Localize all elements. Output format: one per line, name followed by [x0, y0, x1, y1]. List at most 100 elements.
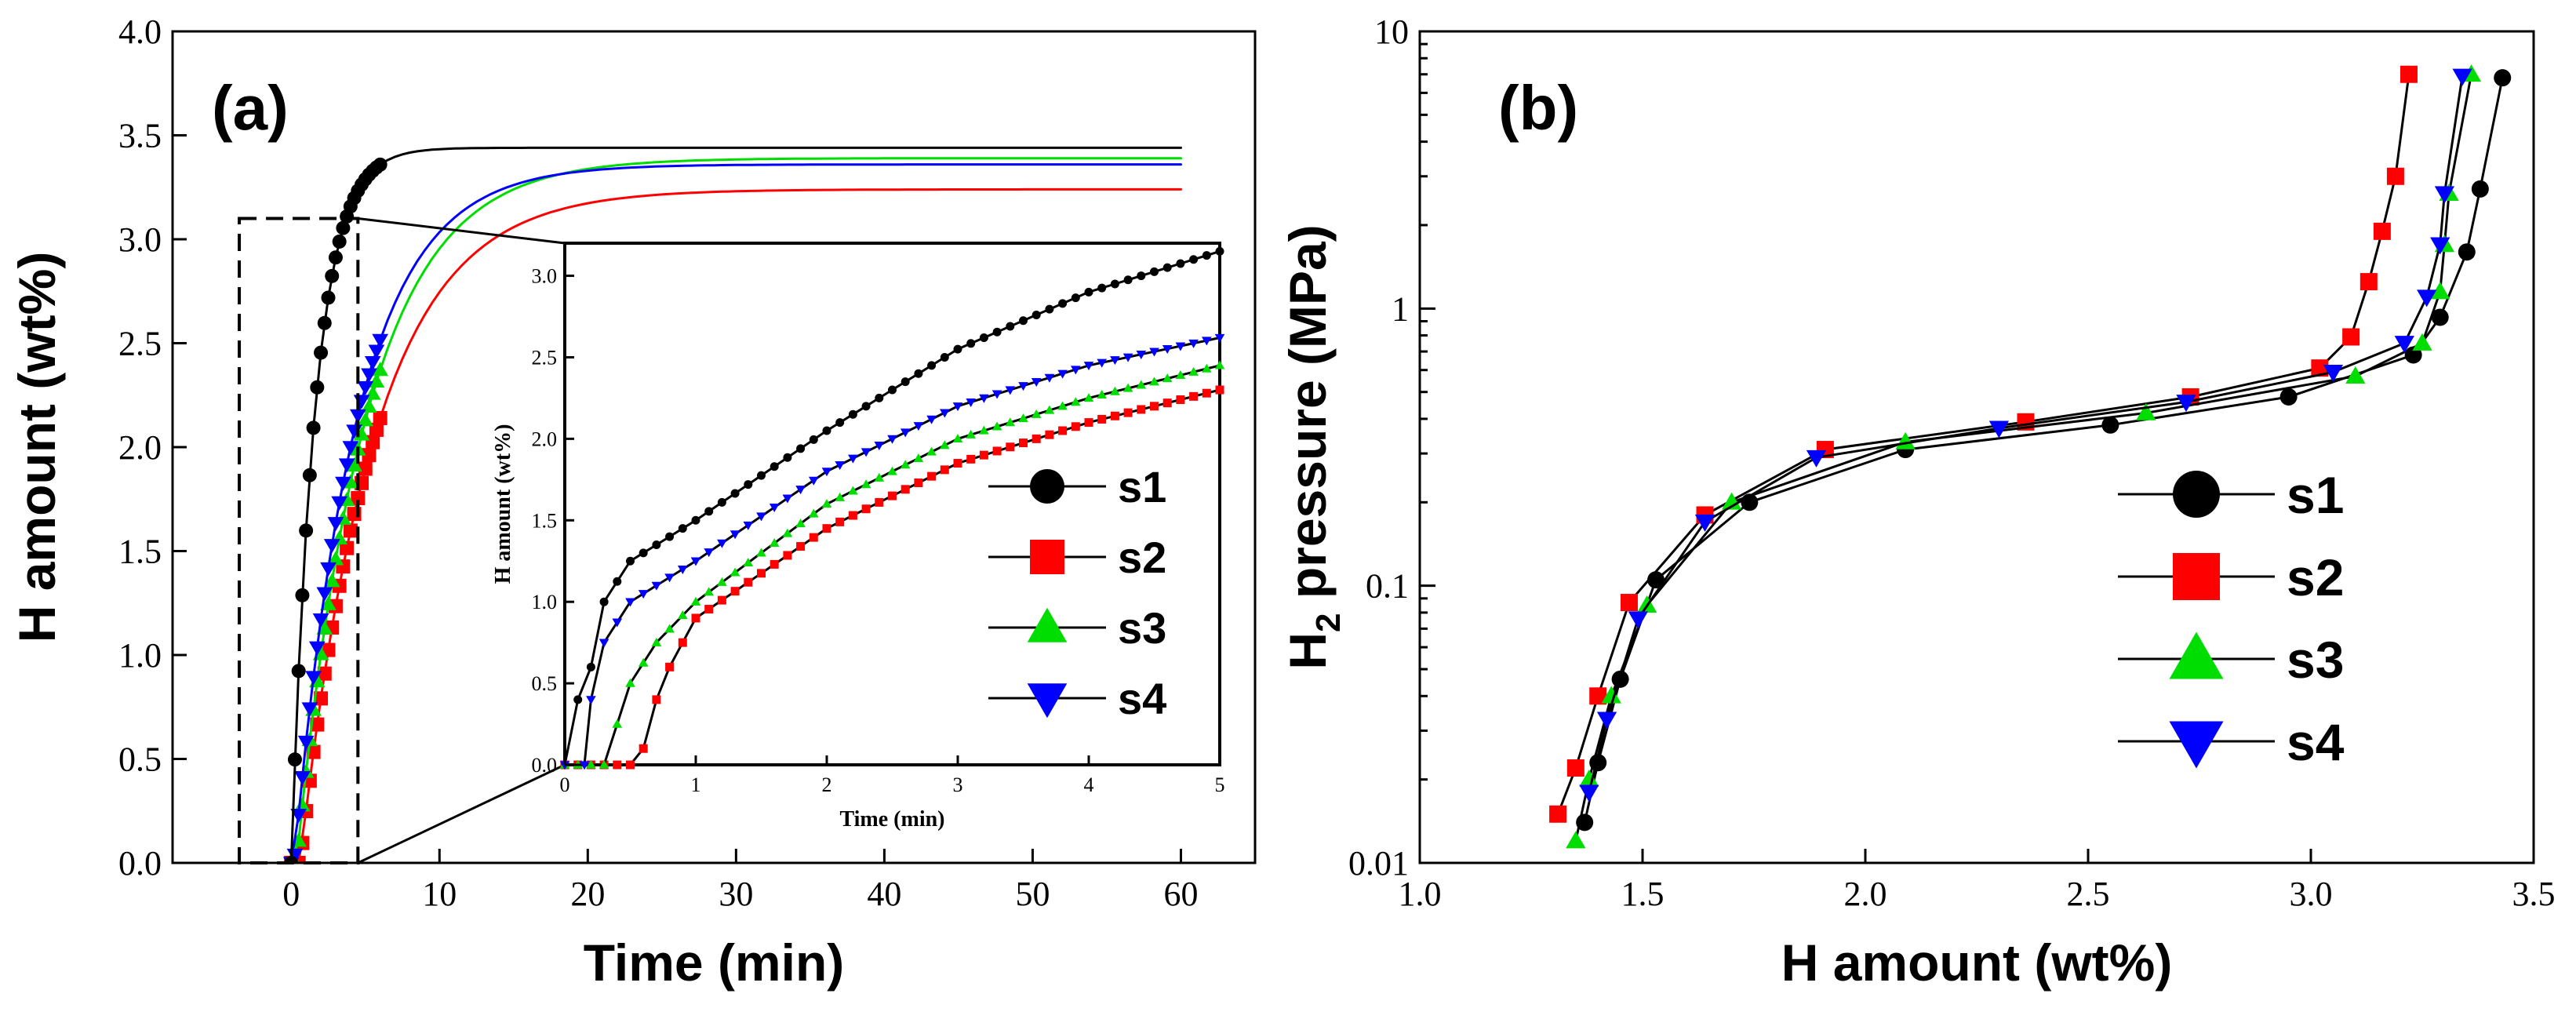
inset-s4-point [579, 761, 590, 770]
legend-marker-s3 [2169, 631, 2224, 679]
x-tick-label: 0 [282, 875, 300, 913]
inset-s3-point [599, 759, 609, 769]
y-tick-label: 1.5 [118, 533, 162, 571]
inset-s1-point [613, 577, 622, 586]
series-s4-point [323, 539, 340, 554]
inset-s2-point [639, 744, 648, 753]
inset-s2-point [888, 491, 897, 500]
series-s4-point [308, 641, 326, 656]
inset-s2-point [783, 551, 792, 560]
inset-s4-point [743, 521, 754, 530]
inset-s4-point [952, 402, 963, 412]
legend-marker-s3 [1027, 607, 1068, 642]
x-tick-label: 40 [867, 875, 901, 913]
inset-s2-point [848, 511, 857, 520]
x-tick-label: 50 [1015, 875, 1050, 913]
inset-s3-point [795, 519, 806, 528]
inset-s3-point [625, 678, 635, 687]
series-s3-point [368, 373, 385, 388]
inset-s2-point [914, 478, 923, 487]
series-s2-point [373, 410, 387, 425]
x-axis-title: Time (min) [584, 933, 844, 992]
inset-s4-point [913, 422, 924, 431]
inset-s3-point [952, 434, 963, 443]
series-s1-point [321, 290, 336, 305]
inset-s3-point [835, 492, 846, 501]
series-s4-point [2434, 186, 2455, 204]
series-s3-point [2412, 333, 2432, 351]
inset-s1-point [744, 480, 753, 489]
inset-s2-point [626, 760, 635, 770]
series-s4-point [2323, 364, 2344, 382]
series-s4-point [1806, 449, 1827, 468]
inset-s1-point [599, 597, 609, 606]
inset-s1-point [875, 393, 884, 402]
inset-s2-point [992, 446, 1002, 456]
inset-s2-point [717, 595, 726, 605]
y-tick-label: 0.01 [1348, 844, 1409, 883]
inset-s1-point [1031, 310, 1041, 319]
series-s2-point [2386, 167, 2404, 185]
y-axis-title: H2 pressure (MPa) [1279, 224, 1348, 669]
inset-s3-point [1005, 417, 1016, 427]
inset-s1-point [1215, 246, 1224, 256]
inset-s3-point [651, 637, 662, 646]
inset-x-tick-label: 1 [691, 773, 701, 796]
inset-y-tick-label: 0.5 [532, 672, 558, 695]
legend-label-s2: s2 [1118, 533, 1166, 582]
inset-s4-point [1018, 382, 1028, 391]
inset-s4-point [690, 557, 701, 566]
series-s4-point [297, 735, 315, 750]
inset-s4-point [1188, 339, 1199, 348]
inset-s4-point [887, 435, 897, 444]
series-s2-point [343, 523, 358, 538]
series-s1-point [2101, 416, 2119, 434]
inset-s4-point [808, 476, 819, 486]
inset-s2-point [1150, 402, 1159, 411]
legend-marker-s4 [2169, 721, 2224, 769]
panel-label-a: (a) [212, 73, 289, 143]
inset-s4-point [848, 454, 858, 464]
x-tick-label: 10 [422, 875, 457, 913]
inset-s2-point [927, 471, 937, 481]
inset-s4-point [756, 512, 766, 522]
inset-s1-point [1150, 267, 1159, 276]
series-s1-point [336, 220, 351, 235]
inset-s3-point [913, 453, 924, 462]
series-s4-point [290, 808, 307, 823]
inset-s2-point [678, 638, 687, 647]
inset-s3-point [1188, 366, 1199, 376]
inset-s2-point [1031, 434, 1041, 443]
series-s4-point [327, 517, 344, 532]
series-s2-point [366, 435, 380, 449]
inset-s2-point [652, 695, 661, 704]
inset-s3-point [966, 429, 977, 439]
panel-b: 1.0 1.5 2.0 2.5 3.0 3.5 0.01 0.1 1 10 H amount (wt… [1279, 13, 2556, 992]
inset-s4-point [769, 503, 780, 512]
y-tick-label: 4.0 [118, 13, 162, 51]
inset-s2-point [1071, 422, 1080, 431]
inset-s2-point [1176, 395, 1185, 404]
series-s4-point [372, 333, 389, 348]
series-s4-point [301, 702, 318, 717]
inset-s2-point [809, 533, 818, 542]
series-s2-point [314, 691, 329, 706]
series-s2-point [310, 717, 325, 732]
series-s3-point [323, 573, 340, 588]
series-s4-point [2176, 395, 2196, 413]
inset-s3-point [717, 577, 727, 586]
inset-s3-point [1110, 386, 1120, 395]
panel-label-b: (b) [1498, 73, 1578, 143]
series-s4-point [1596, 711, 1617, 730]
inset-x-axis-title: Time (min) [839, 807, 944, 832]
plot-frame-b [1418, 30, 2535, 864]
series-s3-point [361, 399, 377, 413]
inset-s1-point [717, 497, 726, 507]
inset-s4-point [1162, 344, 1173, 354]
zoom-connector-bottom [357, 763, 566, 864]
inset-s2-point [613, 760, 622, 770]
inset-s1-point [586, 662, 595, 671]
inset-s2-point [1137, 405, 1146, 414]
series-s3-point [372, 362, 389, 377]
series-s1-point [328, 250, 343, 265]
